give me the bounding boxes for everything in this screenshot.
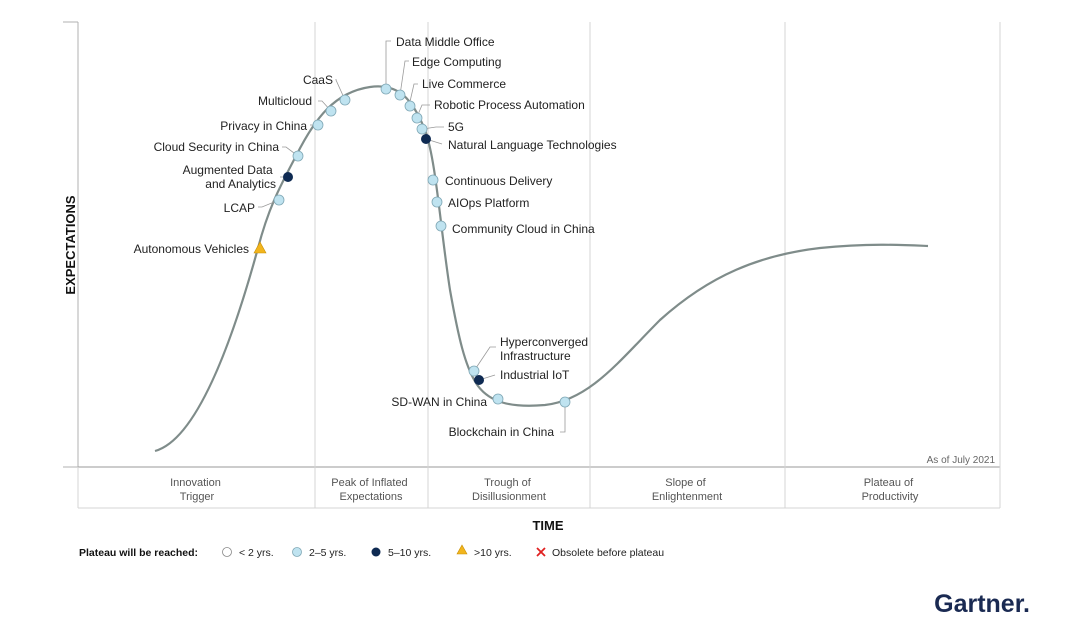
tech-marker-blockchain-in-china[interactable] <box>559 396 571 408</box>
tech-marker-live-commerce[interactable] <box>404 100 416 112</box>
tech-marker-data-middle-office[interactable] <box>380 83 392 95</box>
legend-marker-obsolete-icon <box>536 547 546 557</box>
tech-marker-industrial-iot[interactable] <box>474 375 484 385</box>
gartner-logo: Gartner. <box>934 590 1030 618</box>
tech-label-5g: 5G <box>448 120 464 134</box>
tech-label-community-cloud-in-china: Community Cloud in China <box>452 222 595 236</box>
tech-marker-caas[interactable] <box>339 94 351 106</box>
tech-label-rpa: Robotic Process Automation <box>434 98 585 112</box>
tech-label-live-commerce: Live Commerce <box>422 77 506 91</box>
phase-trough: Trough of Disillusionment <box>472 477 546 503</box>
tech-label-edge-computing: Edge Computing <box>412 55 501 69</box>
phase-innovation-trigger: Innovation Trigger <box>170 477 224 503</box>
tech-marker-rpa[interactable] <box>411 112 423 124</box>
tech-marker-continuous-delivery[interactable] <box>427 174 439 186</box>
tech-label-blockchain-in-china: Blockchain in China <box>449 425 555 439</box>
tech-label-hyperconverged-infrastructure: Hyperconverged Infrastructure <box>500 335 591 363</box>
tech-marker-edge-computing[interactable] <box>394 89 406 101</box>
tech-marker-multicloud[interactable] <box>325 105 337 117</box>
legend-marker-under-2 <box>222 547 232 557</box>
legend-label-2-5: 2–5 yrs. <box>309 547 346 559</box>
tech-label-caas: CaaS <box>303 73 333 87</box>
as-of-label: As of July 2021 <box>927 455 996 466</box>
phase-slope: Slope of Enlightenment <box>652 477 722 503</box>
y-axis-title: EXPECTATIONS <box>63 195 78 295</box>
tech-label-data-middle-office: Data Middle Office <box>396 35 495 49</box>
tech-label-augmented-data-and-analytics: Augmented Data and Analytics <box>183 163 276 191</box>
hype-curve <box>154 85 929 453</box>
tech-marker-privacy-in-china[interactable] <box>312 119 324 131</box>
tech-marker-autonomous-vehicles[interactable] <box>253 241 267 254</box>
tech-label-sd-wan-in-china: SD-WAN in China <box>391 395 487 409</box>
tech-marker-5g[interactable] <box>416 123 428 135</box>
phase-peak: Peak of Inflated Expectations <box>331 477 411 503</box>
tech-label-cloud-security-in-china: Cloud Security in China <box>154 140 280 154</box>
legend: Plateau will be reached: < 2 yrs. 2–5 yr… <box>79 544 664 559</box>
tech-marker-augmented-data-and-analytics[interactable] <box>283 172 293 182</box>
legend-label-over-10: >10 yrs. <box>474 547 512 559</box>
tech-marker-lcap[interactable] <box>273 194 285 206</box>
tech-label-privacy-in-china: Privacy in China <box>220 119 307 133</box>
tech-label-lcap: LCAP <box>224 201 255 215</box>
legend-label-under-2: < 2 yrs. <box>239 547 274 559</box>
legend-label-5-10: 5–10 yrs. <box>388 547 431 559</box>
tech-marker-hyperconverged-infrastructure[interactable] <box>468 365 480 377</box>
tech-label-autonomous-vehicles: Autonomous Vehicles <box>134 242 249 256</box>
tech-label-industrial-iot: Industrial IoT <box>500 368 570 382</box>
tech-label-natural-language-technologies: Natural Language Technologies <box>448 138 617 152</box>
tech-marker-natural-language-technologies[interactable] <box>421 134 431 144</box>
phase-plateau: Plateau of Productivity <box>862 477 919 503</box>
legend-marker-5-10 <box>371 547 381 557</box>
x-axis-title: TIME <box>532 518 563 533</box>
legend-label-obsolete: Obsolete before plateau <box>552 547 664 559</box>
tech-marker-community-cloud-in-china[interactable] <box>435 220 447 232</box>
legend-title: Plateau will be reached: <box>79 547 198 559</box>
tech-marker-aiops-platform[interactable] <box>431 196 443 208</box>
tech-label-aiops-platform: AIOps Platform <box>448 196 529 210</box>
legend-marker-2-5 <box>292 547 302 557</box>
tech-label-multicloud: Multicloud <box>258 94 312 108</box>
tech-marker-cloud-security-in-china[interactable] <box>292 150 304 162</box>
legend-marker-over-10 <box>456 544 468 555</box>
tech-marker-sd-wan-in-china[interactable] <box>492 393 504 405</box>
tech-label-continuous-delivery: Continuous Delivery <box>445 174 552 188</box>
